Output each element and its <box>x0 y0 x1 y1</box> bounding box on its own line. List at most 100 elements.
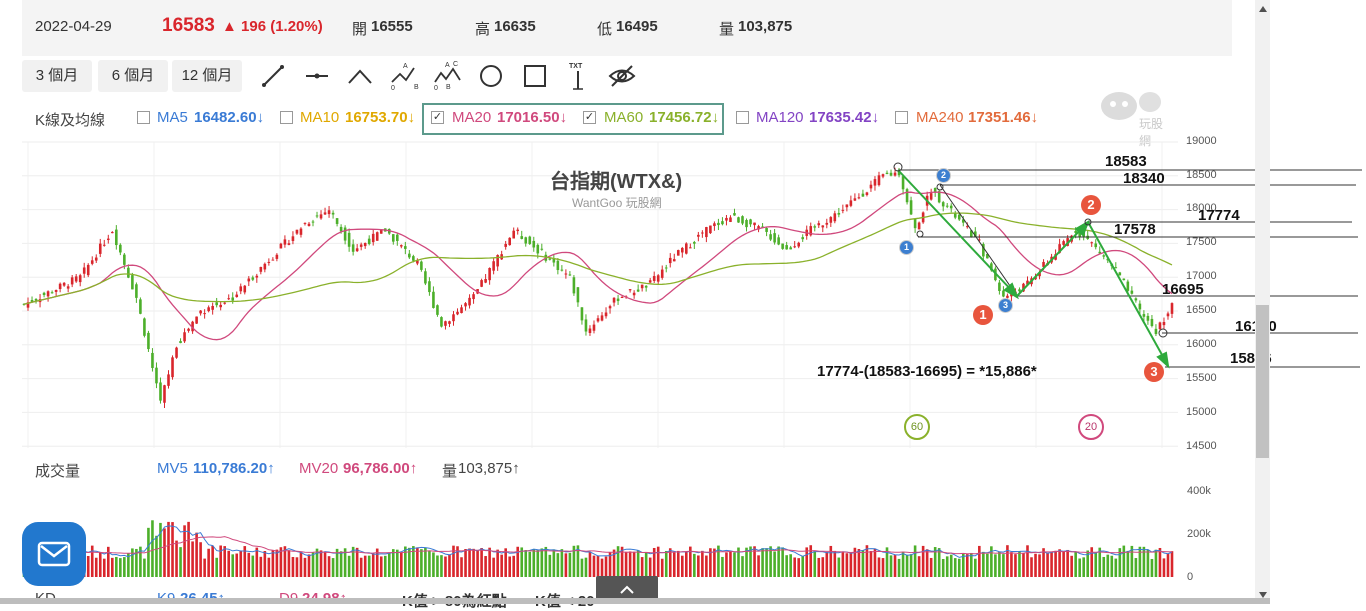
volume-bar <box>761 548 764 577</box>
volume-bar <box>492 557 495 577</box>
candle-body <box>1062 241 1065 245</box>
ma20-checkbox[interactable]: ✓ <box>431 111 444 124</box>
line-tool-icon[interactable] <box>256 60 290 92</box>
candle-body <box>127 267 130 278</box>
volume-bar <box>143 558 146 577</box>
candle-body <box>267 261 271 263</box>
candle-body <box>512 230 516 239</box>
candle-body <box>540 248 544 250</box>
candle-body <box>901 176 905 190</box>
horizontal-line-icon[interactable] <box>300 60 334 92</box>
candle-body <box>1158 322 1162 330</box>
text-tool-icon[interactable]: TXT <box>561 60 595 92</box>
volume-bar <box>1014 554 1017 577</box>
candle-body <box>588 328 592 333</box>
hide-icon[interactable] <box>605 60 639 92</box>
volume-bar <box>247 552 251 577</box>
volume-bar <box>396 549 399 577</box>
candle-body <box>881 174 885 177</box>
volume-bar <box>456 546 459 577</box>
volume-bar <box>235 553 239 577</box>
candle-body <box>147 332 150 350</box>
period-3m-button[interactable]: 3 個月 <box>22 60 92 92</box>
vol-tick-0: 0 <box>1187 571 1194 583</box>
wave-arrow-1 <box>897 169 1016 295</box>
candle-body <box>183 332 186 342</box>
ma5-checkbox[interactable] <box>137 111 150 124</box>
candle-body <box>283 239 287 245</box>
volume-bar <box>472 548 475 577</box>
y-tick-15000: 15000 <box>1186 406 1217 418</box>
candle-body <box>765 228 768 232</box>
volume-bar <box>251 555 255 577</box>
volume-bar <box>283 546 287 577</box>
scrollbar-thumb[interactable] <box>1256 305 1269 458</box>
rectangle-tool-icon[interactable] <box>518 60 552 92</box>
volume-label: 量 <box>719 21 735 38</box>
quote-change: ▲ 196 (1.20%) <box>222 18 323 35</box>
ma240-checkbox[interactable] <box>895 111 908 124</box>
volume-bar <box>303 557 307 577</box>
volume-bar <box>817 557 821 577</box>
y-tick-14500: 14500 <box>1186 440 1217 452</box>
candle-body <box>769 234 772 240</box>
mail-button[interactable] <box>22 522 86 586</box>
period-12m-button[interactable]: 12 個月 <box>172 60 242 92</box>
volume-bar <box>953 558 957 577</box>
candle-body <box>163 385 166 403</box>
volume-bar <box>1162 558 1166 577</box>
ma240-value: 17351.46↓ <box>968 109 1039 126</box>
angle-line-icon[interactable] <box>343 60 377 92</box>
volume-bar <box>556 553 560 577</box>
volume-bar <box>139 546 142 577</box>
volume-bar <box>508 556 511 577</box>
horizontal-scrollbar[interactable] <box>0 598 1270 604</box>
abc-wave-icon[interactable]: A B 0 <box>387 60 421 92</box>
ma5-value: 16482.60↓ <box>194 109 265 126</box>
open-value: 16555 <box>371 18 413 35</box>
vertical-scrollbar[interactable] <box>1255 0 1270 604</box>
candle-body <box>1026 280 1029 285</box>
ma120-checkbox[interactable] <box>736 111 749 124</box>
volume-bar <box>941 558 945 577</box>
volume-bar <box>239 550 243 577</box>
candle-body <box>400 245 403 247</box>
circle-tool-icon[interactable] <box>474 60 508 92</box>
svg-text:B: B <box>414 84 419 91</box>
candle-body <box>1042 261 1045 267</box>
volume-bar <box>660 558 664 577</box>
volume-bar <box>737 547 740 577</box>
svg-text:A: A <box>403 63 408 70</box>
volume-bar <box>705 555 708 577</box>
volume-bar <box>1034 553 1037 577</box>
candle-body <box>548 258 552 260</box>
high-value: 16635 <box>494 18 536 35</box>
volume-bar <box>881 558 885 577</box>
volume-bar <box>624 551 628 577</box>
period-6m-button[interactable]: 6 個月 <box>98 60 168 92</box>
ma60-checkbox[interactable]: ✓ <box>583 111 596 124</box>
ma10-checkbox[interactable] <box>280 111 293 124</box>
volume-bar <box>781 547 784 577</box>
chart-title: 台指期(WTX&) <box>550 171 683 193</box>
volume-bar <box>668 548 672 577</box>
volume-bar <box>717 545 720 577</box>
candle-body <box>608 306 612 309</box>
volume-bar <box>1138 546 1142 577</box>
volume-bar <box>275 549 279 577</box>
candle-body <box>287 243 291 245</box>
volume-bar <box>777 546 780 577</box>
candle-body <box>701 232 704 234</box>
candle-body <box>757 226 760 230</box>
candle-body <box>408 253 411 258</box>
candle-body <box>271 259 275 261</box>
volume-bar <box>231 554 235 577</box>
low-label: 低 <box>597 21 613 38</box>
candle-body <box>327 210 331 215</box>
volume-bar <box>628 551 632 577</box>
candle-body <box>355 248 359 252</box>
candle-body <box>957 214 961 220</box>
wave-arrow-2 <box>1016 223 1087 297</box>
